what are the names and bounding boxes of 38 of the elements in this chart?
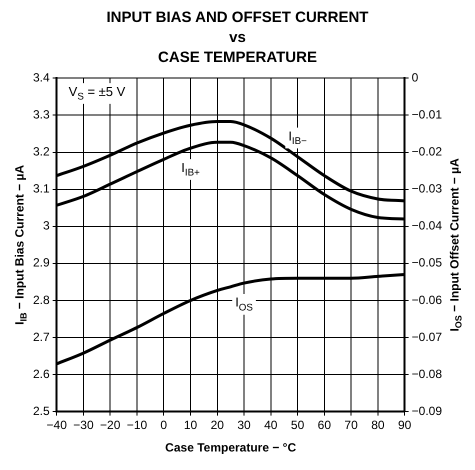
chart-title: INPUT BIAS AND OFFSET CURRENT vs CASE TEMPERATURE xyxy=(106,8,370,68)
y-tick-label: 2.5 xyxy=(32,404,50,418)
y-tick-label: 3 xyxy=(42,218,50,233)
x-tick-label: 20 xyxy=(210,418,224,432)
x-tick-label: 40 xyxy=(264,418,278,432)
x-tick-label: 70 xyxy=(344,418,358,432)
y2-tick-label: −0.02 xyxy=(412,144,442,159)
x-tick-label: 60 xyxy=(318,418,332,432)
x-axis-title: Case Temperature − °C xyxy=(165,440,296,454)
x-tick-label: 90 xyxy=(398,418,412,432)
y2-tick-label: −0.07 xyxy=(412,330,442,344)
y2-tick-label: 0 xyxy=(412,70,419,85)
x-tick-label: 80 xyxy=(371,418,385,432)
y-tick-label: 3.2 xyxy=(32,144,50,159)
y2-tick-label: −0.03 xyxy=(412,182,442,196)
y-tick-label: 3.3 xyxy=(32,108,50,122)
y2-tick-label: −0.08 xyxy=(412,366,442,381)
y2-tick-label: −0.05 xyxy=(412,256,442,270)
x-tick-label: −40 xyxy=(46,418,68,432)
y2-tick-label: −0.09 xyxy=(412,404,442,418)
x-tick-label: −30 xyxy=(73,418,94,432)
x-tick-label: 30 xyxy=(237,418,252,432)
x-tick-label: 0 xyxy=(160,418,168,432)
y-axis-title: IIB − Input Bias Current − µA xyxy=(12,164,29,325)
y2-tick-label: −0.01 xyxy=(412,108,442,122)
y-tick-label: 3.4 xyxy=(32,70,50,85)
y2-tick-label: −0.06 xyxy=(412,292,442,307)
y-tick-label: 3.1 xyxy=(32,182,50,196)
y-tick-label: 2.8 xyxy=(32,292,50,307)
x-tick-label: 50 xyxy=(290,418,305,432)
y2-tick-label: −0.04 xyxy=(412,218,442,233)
y-tick-label: 2.7 xyxy=(32,330,50,344)
y2-axis-title: IOS − Input Offset Current − µA xyxy=(447,158,464,332)
y-tick-label: 2.6 xyxy=(32,366,50,381)
x-tick-label: −10 xyxy=(126,418,148,432)
x-tick-label: 10 xyxy=(184,418,198,432)
y-tick-label: 2.9 xyxy=(32,256,50,270)
x-tick-label: −20 xyxy=(100,418,121,432)
